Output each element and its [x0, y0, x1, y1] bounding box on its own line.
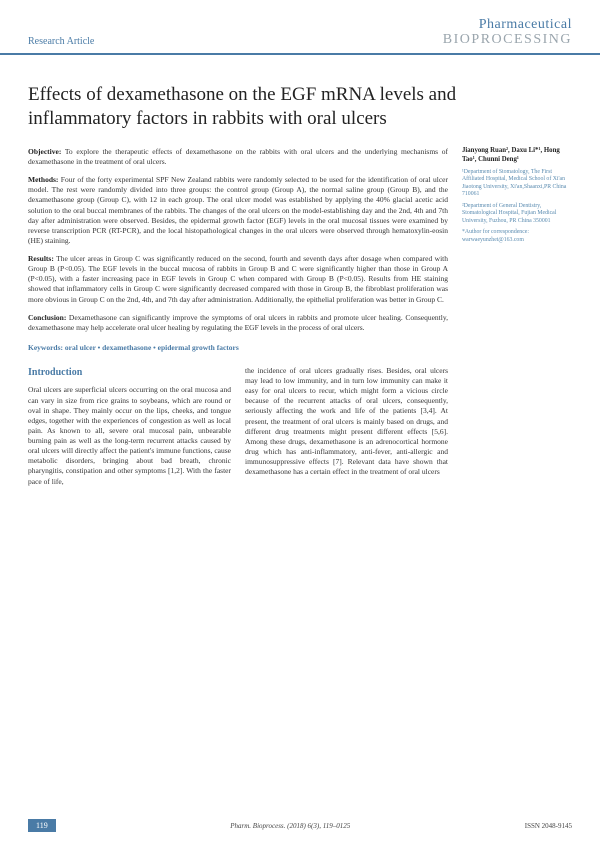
article-type: Research Article: [28, 36, 94, 47]
abstract-methods: Methods: Four of the forty experimental …: [28, 175, 448, 246]
affiliation-2: ²Department of General Dentistry, Stomat…: [462, 203, 572, 226]
authors: Jianyong Ruan², Daxu Li*¹, Hong Tao¹, Ch…: [462, 147, 572, 165]
journal-name: Pharmaceutical BIOPROCESSING: [443, 18, 572, 47]
intro-text-2: the incidence of oral ulcers gradually r…: [245, 366, 448, 477]
footer-issn: ISSN 2048-9145: [525, 822, 572, 830]
methods-text: Four of the forty experimental SPF New Z…: [28, 175, 448, 245]
conclusion-text: Dexamethasone can significantly improve …: [28, 313, 448, 332]
abstract-conclusion: Conclusion: Dexamethasone can significan…: [28, 313, 448, 333]
journal-line1: Pharmaceutical: [443, 18, 572, 33]
main-column: Objective: To explore the therapeutic ef…: [28, 147, 448, 487]
footer-citation: Pharm. Bioprocess. (2018) 6(3), 119–0125: [56, 822, 525, 830]
objective-label: Objective:: [28, 147, 61, 156]
body-col-right: the incidence of oral ulcers gradually r…: [245, 366, 448, 487]
body-col-left: Introduction Oral ulcers are superficial…: [28, 366, 231, 487]
sidebar: Jianyong Ruan², Daxu Li*¹, Hong Tao¹, Ch…: [462, 147, 572, 487]
objective-text: To explore the therapeutic effects of de…: [28, 147, 448, 166]
abstract-results: Results: The ulcer areas in Group C was …: [28, 254, 448, 305]
header-bar: Research Article Pharmaceutical BIOPROCE…: [0, 0, 600, 55]
correspondence: *Author for correspondence: warwaeyunzhe…: [462, 229, 572, 244]
footer: 119 Pharm. Bioprocess. (2018) 6(3), 119–…: [0, 819, 600, 832]
abstract-objective: Objective: To explore the therapeutic ef…: [28, 147, 448, 167]
title-block: Effects of dexamethasone on the EGF mRNA…: [0, 55, 600, 147]
methods-label: Methods:: [28, 175, 58, 184]
citation-text: Pharm. Bioprocess. (2018) 6(3), 119–0125: [230, 822, 350, 830]
affiliation-1: ¹Department of Stomatology, The First Af…: [462, 169, 572, 199]
results-text: The ulcer areas in Group C was significa…: [28, 254, 448, 304]
introduction-heading: Introduction: [28, 366, 231, 380]
keywords: Keywords: oral ulcer • dexamethasone • e…: [28, 343, 448, 352]
page-number: 119: [28, 819, 56, 832]
body-columns: Introduction Oral ulcers are superficial…: [28, 366, 448, 487]
conclusion-label: Conclusion:: [28, 313, 66, 322]
article-title: Effects of dexamethasone on the EGF mRNA…: [28, 83, 458, 131]
journal-line2: BIOPROCESSING: [443, 33, 572, 48]
content-area: Objective: To explore the therapeutic ef…: [0, 147, 600, 487]
results-label: Results:: [28, 254, 54, 263]
intro-text-1: Oral ulcers are superficial ulcers occur…: [28, 385, 231, 486]
